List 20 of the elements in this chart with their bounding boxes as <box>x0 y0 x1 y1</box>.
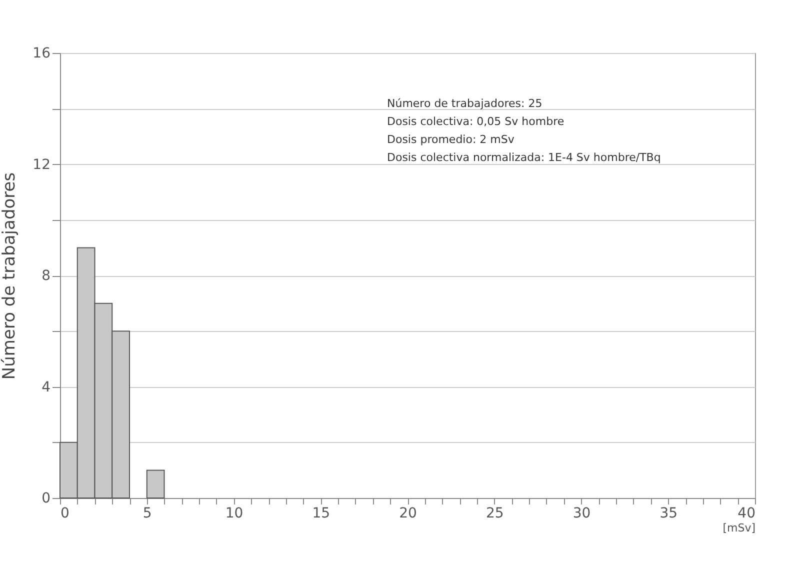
x-tick-label: 0 <box>60 506 70 522</box>
x-tick-label: 25 <box>486 506 504 522</box>
annotation: Número de trabajadores: 25 <box>387 97 542 110</box>
y-tick-label: 16 <box>32 46 51 62</box>
y-tick-label: 8 <box>42 268 50 284</box>
y-axis-title: Número de trabajadores <box>0 172 20 380</box>
x-tick-label: 10 <box>225 506 244 522</box>
x-tick-label: 5 <box>142 506 152 522</box>
annotation: Dosis colectiva normalizada: 1E-4 Sv hombre/TBq <box>387 151 661 164</box>
x-tick-label: 35 <box>660 506 678 522</box>
annotation: Dosis colectiva: 0,05 Sv hombre <box>387 115 564 128</box>
x-tick-label: 30 <box>572 506 591 522</box>
y-tick-label: 12 <box>32 156 50 173</box>
y-tick-label: 0 <box>42 490 50 506</box>
x-tick-label: 40 <box>738 506 756 522</box>
x-tick-label: 15 <box>312 506 330 522</box>
y-tick-label: 4 <box>42 379 51 396</box>
x-axis-title: [mSv] <box>722 522 756 534</box>
annotation: Dosis promedio: 2 mSv <box>387 133 515 146</box>
x-tick-label: 20 <box>399 506 417 522</box>
